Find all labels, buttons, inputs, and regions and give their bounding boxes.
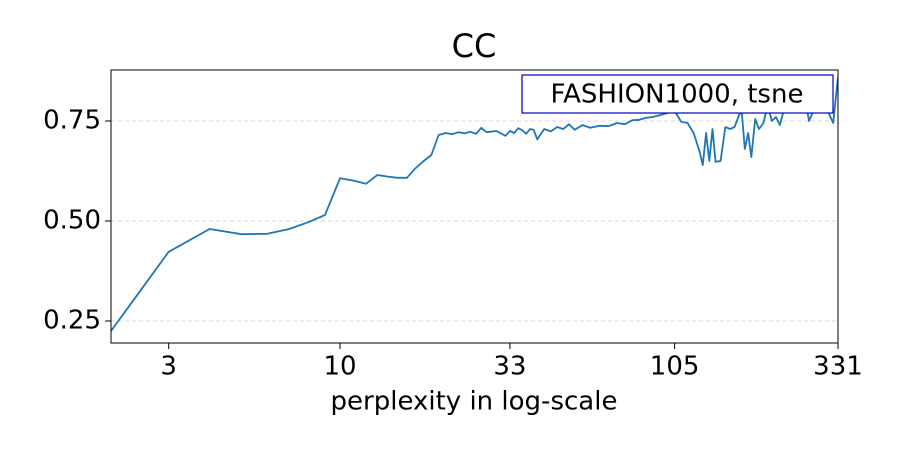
- x-tick-label: 331: [813, 352, 863, 382]
- x-tick-label: 105: [650, 352, 700, 382]
- x-tick-label: 33: [493, 352, 526, 382]
- annotation: FASHION1000, tsne: [551, 80, 804, 110]
- y-tick-label: 0.25: [43, 306, 101, 336]
- x-axis-label: perplexity in log-scale: [331, 387, 618, 417]
- x-tick-label: 10: [323, 352, 356, 382]
- y-tick-label: 0.75: [43, 106, 101, 136]
- chart-title: CC: [452, 27, 497, 65]
- data-line: [111, 76, 838, 332]
- y-tick-label: 0.50: [43, 206, 101, 236]
- x-tick-label: 3: [160, 352, 177, 382]
- annotation-box: [521, 74, 834, 114]
- plot-frame: [110, 69, 839, 344]
